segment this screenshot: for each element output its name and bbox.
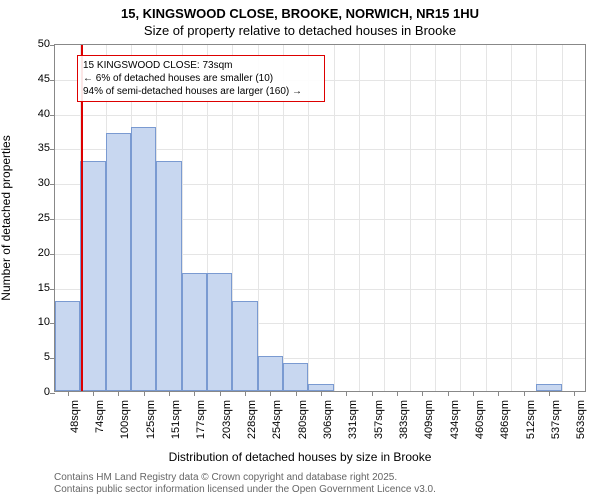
annotation-line-2: ← 6% of detached houses are smaller (10)	[83, 72, 319, 85]
x-tick-label: 125sqm	[145, 400, 157, 450]
x-tick-label: 460sqm	[474, 400, 486, 450]
bar	[536, 384, 561, 391]
bar	[232, 301, 257, 391]
x-gridline	[511, 45, 512, 391]
x-tick-label: 228sqm	[246, 400, 258, 450]
x-tick-label: 434sqm	[449, 400, 461, 450]
x-tick-label: 203sqm	[221, 400, 233, 450]
y-tick-label: 25	[38, 212, 50, 224]
x-tick-label: 177sqm	[195, 400, 207, 450]
bar	[131, 127, 156, 391]
bar	[55, 301, 80, 391]
y-tick	[50, 219, 55, 220]
x-gridline	[435, 45, 436, 391]
title-line-2: Size of property relative to detached ho…	[0, 23, 600, 38]
bar	[207, 273, 232, 391]
x-gridline	[562, 45, 563, 391]
x-tick-label: 486sqm	[499, 400, 511, 450]
y-gridline	[55, 115, 585, 116]
x-gridline	[410, 45, 411, 391]
y-axis-label: Number of detached properties	[0, 135, 13, 300]
y-tick-label: 35	[38, 142, 50, 154]
annotation-line-3: 94% of semi-detached houses are larger (…	[83, 85, 319, 98]
x-tick	[68, 391, 69, 396]
x-tick	[498, 391, 499, 396]
x-tick	[93, 391, 94, 396]
x-tick	[321, 391, 322, 396]
x-tick	[524, 391, 525, 396]
bar	[80, 161, 105, 391]
x-tick-label: 254sqm	[271, 400, 283, 450]
x-tick	[245, 391, 246, 396]
y-tick	[50, 393, 55, 394]
x-tick-label: 280sqm	[297, 400, 309, 450]
footer-line-2: Contains public sector information licen…	[54, 484, 436, 495]
x-tick	[549, 391, 550, 396]
x-tick-label: 331sqm	[347, 400, 359, 450]
x-tick-label: 74sqm	[94, 400, 106, 450]
x-tick	[448, 391, 449, 396]
x-gridline	[334, 45, 335, 391]
y-tick-label: 40	[38, 108, 50, 120]
y-tick-label: 5	[44, 351, 50, 363]
x-tick	[422, 391, 423, 396]
y-tick-label: 30	[38, 177, 50, 189]
x-gridline	[384, 45, 385, 391]
bar	[308, 384, 333, 391]
footer-line-1: Contains HM Land Registry data © Crown c…	[54, 472, 397, 483]
x-tick	[118, 391, 119, 396]
x-tick	[270, 391, 271, 396]
annotation-box: 15 KINGSWOOD CLOSE: 73sqm← 6% of detache…	[77, 55, 325, 102]
bar	[258, 356, 283, 391]
x-tick-label: 563sqm	[575, 400, 587, 450]
x-tick	[194, 391, 195, 396]
x-tick	[296, 391, 297, 396]
x-tick-label: 537sqm	[550, 400, 562, 450]
x-tick-label: 357sqm	[373, 400, 385, 450]
x-tick	[574, 391, 575, 396]
x-tick	[144, 391, 145, 396]
bar	[182, 273, 207, 391]
annotation-line-1: 15 KINGSWOOD CLOSE: 73sqm	[83, 59, 319, 72]
y-tick-label: 0	[44, 386, 50, 398]
x-tick-label: 100sqm	[119, 400, 131, 450]
x-axis-label: Distribution of detached houses by size …	[0, 450, 600, 464]
y-tick	[50, 184, 55, 185]
bar	[156, 161, 181, 391]
y-tick	[50, 45, 55, 46]
x-tick	[346, 391, 347, 396]
y-tick	[50, 149, 55, 150]
x-tick	[372, 391, 373, 396]
bar	[106, 133, 131, 391]
y-tick-label: 50	[38, 38, 50, 50]
y-tick-label: 10	[38, 316, 50, 328]
x-tick-label: 383sqm	[398, 400, 410, 450]
x-tick-label: 151sqm	[170, 400, 182, 450]
bar	[283, 363, 308, 391]
y-tick-label: 20	[38, 247, 50, 259]
title-line-1: 15, KINGSWOOD CLOSE, BROOKE, NORWICH, NR…	[0, 0, 600, 21]
x-tick-label: 48sqm	[69, 400, 81, 450]
y-tick	[50, 254, 55, 255]
x-tick	[473, 391, 474, 396]
plot-area: 15 KINGSWOOD CLOSE: 73sqm← 6% of detache…	[54, 44, 586, 392]
x-tick-label: 512sqm	[525, 400, 537, 450]
y-tick	[50, 289, 55, 290]
x-tick-label: 306sqm	[322, 400, 334, 450]
x-tick-label: 409sqm	[423, 400, 435, 450]
x-gridline	[359, 45, 360, 391]
x-gridline	[460, 45, 461, 391]
x-gridline	[536, 45, 537, 391]
x-tick	[220, 391, 221, 396]
x-tick	[397, 391, 398, 396]
y-tick	[50, 80, 55, 81]
y-tick	[50, 115, 55, 116]
y-tick-label: 15	[38, 282, 50, 294]
x-tick	[169, 391, 170, 396]
y-tick-label: 45	[38, 73, 50, 85]
x-gridline	[486, 45, 487, 391]
chart-container: 15, KINGSWOOD CLOSE, BROOKE, NORWICH, NR…	[0, 0, 600, 500]
